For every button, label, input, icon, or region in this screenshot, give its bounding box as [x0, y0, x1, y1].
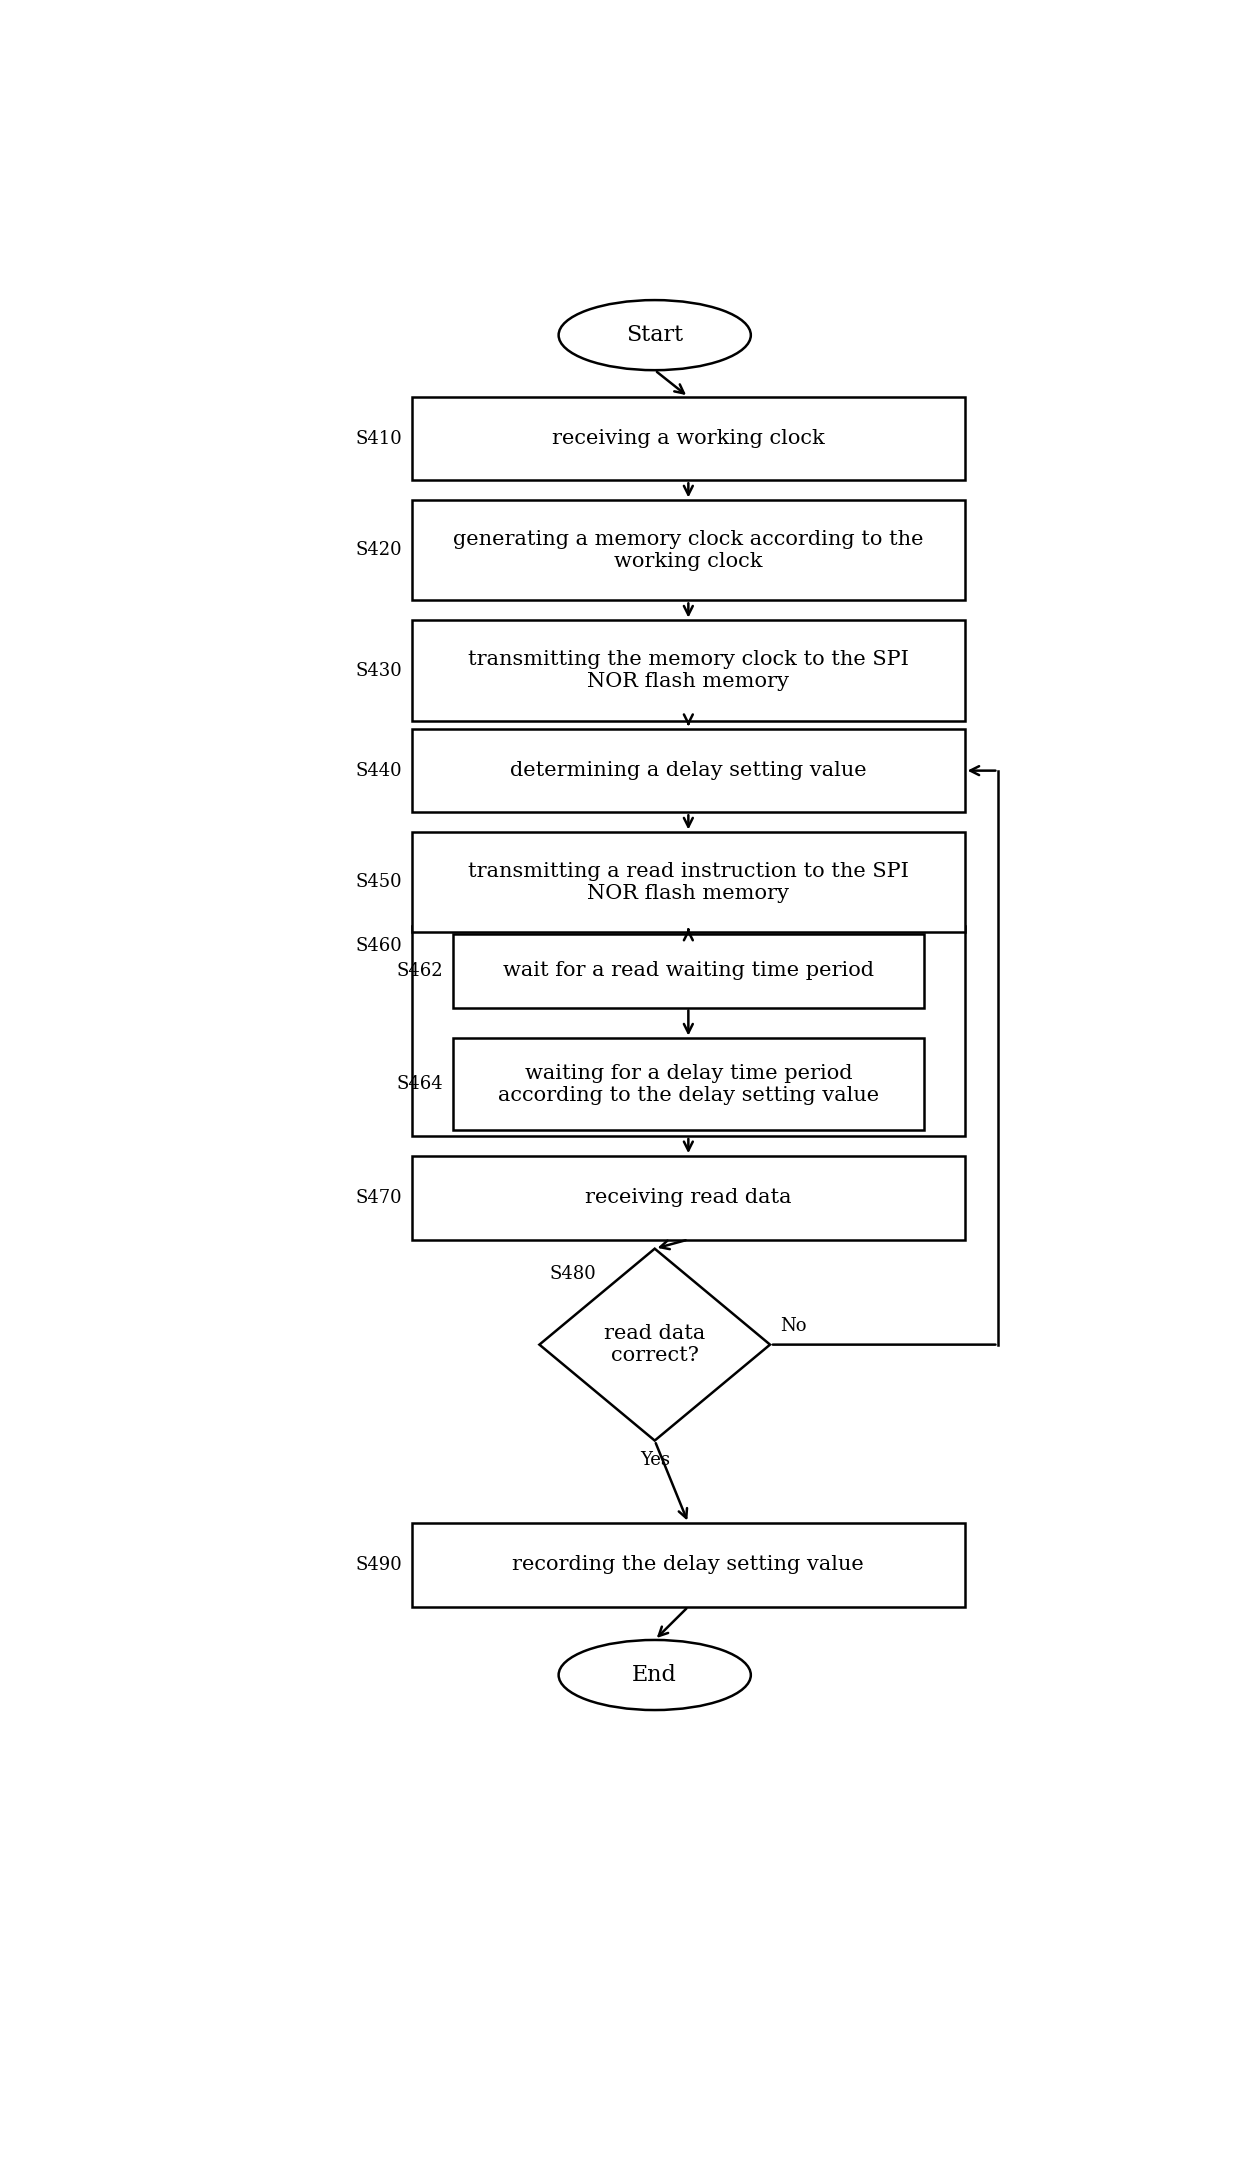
Text: No: No	[780, 1318, 806, 1335]
Bar	[412, 1155, 965, 1240]
Text: determining a delay setting value: determining a delay setting value	[510, 761, 867, 780]
Text: S480: S480	[549, 1266, 595, 1283]
Text: S464: S464	[397, 1075, 444, 1094]
Text: transmitting the memory clock to the SPI
NOR flash memory: transmitting the memory clock to the SPI…	[467, 650, 909, 691]
Bar	[412, 1523, 965, 1606]
Text: wait for a read waiting time period: wait for a read waiting time period	[503, 962, 874, 979]
Bar	[412, 397, 965, 481]
Text: S462: S462	[397, 962, 444, 979]
Text: waiting for a delay time period
according to the delay setting value: waiting for a delay time period accordin…	[497, 1064, 879, 1105]
Bar	[412, 501, 965, 600]
Bar	[453, 934, 924, 1008]
Text: S430: S430	[356, 661, 403, 680]
Text: receiving read data: receiving read data	[585, 1188, 791, 1207]
Text: Start: Start	[626, 325, 683, 347]
Text: receiving a working clock: receiving a working clock	[552, 429, 825, 449]
Text: S470: S470	[356, 1190, 403, 1207]
Text: S410: S410	[356, 429, 403, 449]
Ellipse shape	[558, 299, 751, 371]
Text: generating a memory clock according to the
working clock: generating a memory clock according to t…	[453, 531, 924, 570]
Text: read data
correct?: read data correct?	[604, 1324, 706, 1365]
Text: S440: S440	[356, 761, 403, 780]
Polygon shape	[539, 1248, 770, 1441]
Text: S420: S420	[356, 542, 403, 559]
Text: S490: S490	[356, 1556, 403, 1573]
Bar	[453, 1038, 924, 1131]
Text: recording the delay setting value: recording the delay setting value	[512, 1556, 864, 1575]
Bar	[412, 832, 965, 932]
Text: End: End	[632, 1664, 677, 1686]
Text: Yes: Yes	[640, 1450, 670, 1469]
Text: transmitting a read instruction to the SPI
NOR flash memory: transmitting a read instruction to the S…	[467, 862, 909, 904]
Text: S460: S460	[356, 936, 403, 956]
Bar	[412, 925, 965, 1136]
Bar	[412, 620, 965, 722]
Bar	[412, 728, 965, 813]
Ellipse shape	[558, 1640, 751, 1710]
Text: S450: S450	[356, 873, 403, 891]
